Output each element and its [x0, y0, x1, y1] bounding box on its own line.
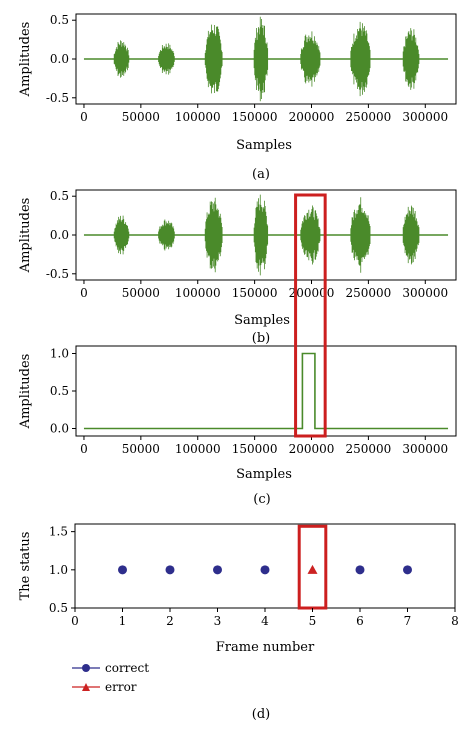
x-tick-label-b-2: 100000	[175, 286, 221, 300]
y-tick-label-b-2: 0.5	[50, 189, 69, 203]
point-correct-5	[403, 565, 412, 575]
speech-segment-a-3	[253, 16, 269, 102]
x-tick-label-a-5: 250000	[345, 110, 391, 124]
x-ticks-c: 0 50000 100000 150000 200000 250000 300000	[80, 436, 448, 456]
x-tick-label-b-5: 250000	[345, 286, 391, 300]
speech-segment-a-5	[350, 21, 371, 97]
x-tick-label-d-7: 7	[404, 614, 412, 628]
y-tick-label-a-0: -0.5	[46, 91, 69, 105]
caption-c: (c)	[253, 492, 270, 507]
x-ticks-a: 0 50000 100000 150000 200000 250000 300000	[80, 104, 448, 124]
x-tick-label-a-6: 300000	[402, 110, 448, 124]
point-error-0	[307, 564, 318, 574]
speech-segment-a-2	[204, 24, 223, 94]
point-correct-4	[355, 565, 365, 575]
x-tick-label-a-1: 50000	[122, 110, 160, 124]
speech-segment-b-6	[402, 205, 420, 265]
plot-frame-c	[75, 345, 457, 437]
panel-d: 0 1 2 3 4 5 6 7 8 0.5 1.0 1.5 Frame number The sta…	[18, 523, 459, 722]
ylabel-d: The status	[18, 532, 33, 601]
legend-label-correct: correct	[105, 661, 149, 675]
x-tick-label-a-4: 200000	[289, 110, 335, 124]
speech-segment-b-3	[253, 194, 269, 276]
x-tick-label-d-3: 3	[214, 614, 222, 628]
legend-label-error: error	[105, 680, 137, 694]
x-tick-label-b-4: 200000	[289, 286, 335, 300]
speech-segment-a-0	[113, 40, 130, 78]
x-tick-label-b-3: 150000	[232, 286, 278, 300]
waveform-b	[83, 194, 449, 276]
x-tick-label-d-4: 4	[261, 614, 269, 628]
y-tick-label-c-2: 1.0	[50, 347, 69, 361]
caption-d: (d)	[252, 707, 270, 722]
legend-marker-correct	[82, 664, 90, 672]
xlabel-b: Samples	[234, 313, 290, 328]
legend-marker-error	[82, 683, 90, 691]
ylabel-c: Amplitudes	[18, 354, 33, 430]
y-tick-label-c-1: 0.5	[50, 384, 69, 398]
y-tick-label-c-0: 0.0	[50, 422, 69, 436]
x-tick-label-d-2: 2	[166, 614, 174, 628]
panel-a: 0 50000 100000 150000 200000 250000 300000 -0.…	[18, 13, 457, 182]
x-tick-label-a-3: 150000	[232, 110, 278, 124]
x-tick-label-d-0: 0	[71, 614, 79, 628]
caption-b: (b)	[252, 331, 270, 346]
x-tick-label-c-3: 150000	[232, 442, 278, 456]
y-ticks-b: -0.5 0.0 0.5	[46, 189, 76, 281]
x-tick-label-c-6: 300000	[402, 442, 448, 456]
y-tick-label-b-1: 0.0	[50, 228, 69, 242]
panel-b: 0 50000 100000 150000 200000 250000 300000 -0.…	[18, 189, 457, 346]
y-ticks-c: 0.0 0.5 1.0	[50, 347, 76, 436]
point-correct-3	[260, 565, 270, 575]
x-tick-label-d-1: 1	[119, 614, 127, 628]
x-tick-label-b-1: 50000	[122, 286, 160, 300]
y-ticks-d: 0.5 1.0 1.5	[49, 525, 75, 615]
x-ticks-d: 0 1 2 3 4 5 6 7 8	[71, 608, 459, 628]
x-tick-label-d-5: 5	[309, 614, 317, 628]
speech-segment-a-4	[300, 31, 321, 87]
points-d	[118, 564, 412, 575]
ylabel-b: Amplitudes	[18, 198, 33, 274]
y-ticks-a: -0.5 0.0 0.5	[46, 13, 76, 105]
ylabel-a: Amplitudes	[18, 22, 33, 98]
x-tick-label-c-0: 0	[80, 442, 88, 456]
waveform-a	[83, 16, 449, 102]
x-tick-label-c-4: 200000	[289, 442, 335, 456]
y-tick-label-b-0: -0.5	[46, 267, 69, 281]
x-tick-label-b-0: 0	[80, 286, 88, 300]
speech-segment-b-1	[158, 219, 175, 251]
speech-segment-b-2	[204, 197, 223, 273]
step-line-c	[83, 352, 449, 430]
x-tick-label-d-6: 6	[356, 614, 364, 628]
legend-d: correct error	[72, 661, 149, 694]
xlabel-a: Samples	[236, 138, 292, 153]
x-tick-label-d-8: 8	[451, 614, 459, 628]
speech-segment-b-5	[350, 197, 371, 273]
y-tick-label-d-0: 0.5	[49, 601, 68, 615]
y-tick-label-d-1: 1.0	[49, 563, 68, 577]
x-tick-label-c-5: 250000	[345, 442, 391, 456]
point-correct-0	[118, 565, 127, 575]
speech-segment-a-6	[402, 28, 420, 90]
speech-segment-b-4	[300, 205, 321, 265]
x-tick-label-a-0: 0	[80, 110, 88, 124]
y-tick-label-d-2: 1.5	[49, 525, 68, 539]
y-tick-label-a-2: 0.5	[50, 13, 69, 27]
point-correct-2	[213, 565, 222, 575]
point-correct-1	[165, 565, 175, 575]
x-tick-label-a-2: 100000	[175, 110, 221, 124]
caption-a: (a)	[252, 167, 270, 182]
y-tick-label-a-1: 0.0	[50, 52, 69, 66]
x-tick-label-c-2: 100000	[175, 442, 221, 456]
x-ticks-b: 0 50000 100000 150000 200000 250000 300000	[80, 280, 448, 300]
xlabel-d: Frame number	[216, 640, 315, 655]
panel-c: 0 50000 100000 150000 200000 250000 300000 0.0…	[18, 345, 457, 507]
speech-segment-a-1	[158, 43, 175, 75]
speech-segment-b-0	[113, 215, 130, 255]
xlabel-c: Samples	[236, 467, 292, 482]
highlight-box-bc	[294, 193, 327, 438]
x-tick-label-c-1: 50000	[122, 442, 160, 456]
x-tick-label-b-6: 300000	[402, 286, 448, 300]
